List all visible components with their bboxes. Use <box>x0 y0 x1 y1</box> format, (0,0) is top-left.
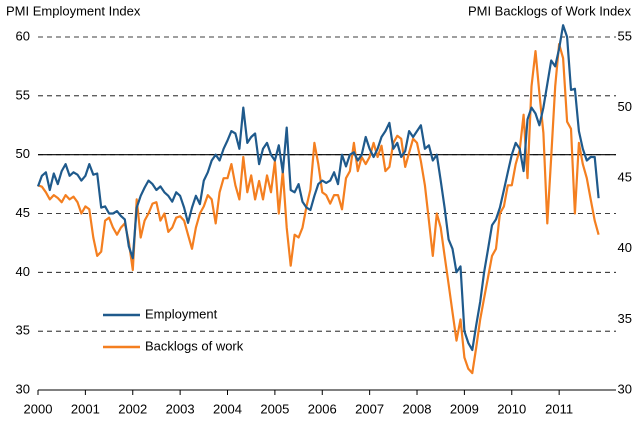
x-tick-label: 2002 <box>118 401 147 416</box>
series-line <box>36 24 600 352</box>
x-tick-label: 2003 <box>166 401 195 416</box>
y2-tick-label: 40 <box>618 240 632 255</box>
x-tick-label: 2010 <box>497 401 526 416</box>
x-tick-label: 2011 <box>545 401 573 416</box>
series-line <box>37 43 600 375</box>
y2-tick-label: 50 <box>618 99 632 114</box>
y2-tick-label: 55 <box>618 28 632 43</box>
y2-tick-label: 35 <box>618 311 632 326</box>
legend-label: Employment <box>145 306 218 321</box>
x-tick-label: 2005 <box>260 401 289 416</box>
y-tick-label: 40 <box>16 264 30 279</box>
x-tick-label: 2004 <box>213 401 242 416</box>
x-tick-label: 2009 <box>450 401 479 416</box>
right-axis-title: PMI Backlogs of Work Index <box>468 3 632 18</box>
left-axis-title: PMI Employment Index <box>6 3 141 18</box>
x-tick-label: 2001 <box>71 401 100 416</box>
x-tick-label: 2006 <box>308 401 337 416</box>
y-tick-label: 35 <box>16 323 30 338</box>
y2-tick-label: 45 <box>618 170 632 185</box>
y-tick-label: 50 <box>16 146 30 161</box>
y2-tick-label: 30 <box>618 381 632 396</box>
x-tick-label: 2008 <box>403 401 432 416</box>
y-tick-label: 45 <box>16 205 30 220</box>
x-tick-label: 2007 <box>355 401 384 416</box>
x-tick-label: 2000 <box>24 401 53 416</box>
y-tick-label: 30 <box>16 381 30 396</box>
legend-label: Backlogs of work <box>145 338 244 353</box>
y-tick-label: 55 <box>16 87 30 102</box>
y-tick-label: 60 <box>16 28 30 43</box>
